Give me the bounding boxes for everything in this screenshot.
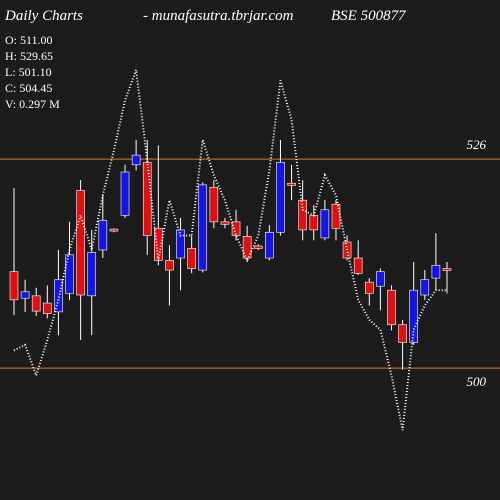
chart-title: Daily Charts [4, 8, 83, 24]
candle-body [231, 221, 241, 236]
candle-body [242, 236, 252, 259]
ohlc-info: O: 511.00 [5, 33, 53, 47]
candle-body [98, 219, 108, 251]
candle-body [276, 162, 285, 233]
candle-body [409, 289, 418, 343]
candle-body [309, 215, 319, 231]
site-name: - munafasutra.tbrjar.com [143, 8, 294, 24]
candle-body [54, 279, 63, 313]
candle-body [387, 289, 396, 326]
candle-body [220, 221, 230, 225]
candle-body [442, 268, 452, 271]
candle-body [331, 203, 341, 229]
candle-body [320, 209, 330, 239]
candle-body [287, 182, 296, 186]
candle-body [298, 199, 307, 231]
ohlc-info: C: 504.45 [5, 81, 52, 95]
candle-body [198, 184, 208, 271]
ohlc-info: L: 501.10 [5, 65, 52, 79]
level-label: 500 [467, 374, 487, 389]
candle-body [420, 279, 430, 296]
candle-body [176, 229, 185, 259]
candle-body [187, 248, 196, 269]
candle-body [398, 324, 407, 343]
symbol: BSE 500877 [331, 8, 407, 24]
candle-body [342, 241, 352, 259]
candle-body [265, 232, 274, 259]
candle-body [76, 190, 85, 296]
candle-body [364, 281, 374, 294]
candle-body [253, 245, 263, 249]
candle-body [142, 162, 152, 236]
ohlc-info: V: 0.297 M [5, 97, 60, 111]
candle-body [431, 264, 441, 279]
candle-body [165, 260, 174, 271]
candle-body [20, 291, 30, 299]
ohlc-info: H: 529.65 [5, 49, 53, 63]
candle-body [353, 257, 363, 274]
candle-body [376, 271, 385, 287]
candle-body [43, 302, 52, 314]
candle-body [9, 271, 19, 301]
candle-body [109, 228, 119, 232]
level-label: 526 [467, 137, 487, 152]
candle-body [120, 171, 130, 216]
candle-body [209, 186, 219, 223]
candle-body [131, 154, 141, 166]
candle-body [31, 295, 41, 312]
candle-body [87, 252, 97, 297]
candle-body [65, 254, 74, 294]
